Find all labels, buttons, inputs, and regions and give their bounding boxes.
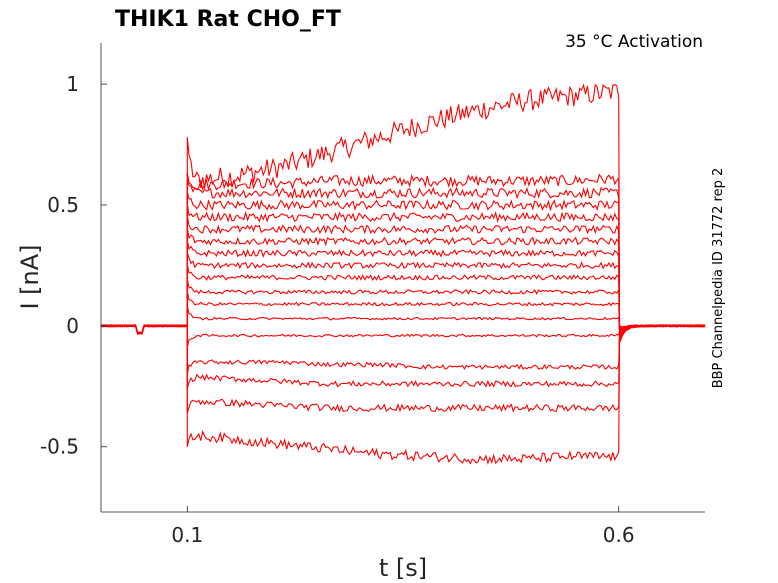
current-trace [100,324,706,389]
y-tick-label: 0 [66,314,79,338]
current-trace [100,179,706,341]
current-trace [100,278,706,335]
tick-group: 1 0.5 0 -0.5 0.1 0.6 [40,72,635,547]
axes-group [100,43,705,513]
x-tick-label: 0.6 [603,523,635,547]
trace-group [100,83,706,465]
current-trace [100,305,706,335]
x-axis-label: t [s] [379,554,427,582]
y-tick-label: -0.5 [40,435,79,459]
chart-title: THIK1 Rat CHO_FT [115,7,341,32]
x-tick-label: 0.1 [171,523,203,547]
current-trace [100,324,706,414]
current-trace [100,264,706,337]
current-trace [100,324,706,375]
y-tick-label: 0.5 [47,193,79,217]
y-tick-label: 1 [66,72,79,96]
current-trace [100,252,706,338]
channelpedia-id-note: BBP Channelpedia ID 31772 rep 2 [711,168,726,389]
temperature-annotation: 35 °C Activation [565,32,703,52]
current-trace [100,324,706,465]
y-axis-label: I [nA] [16,244,44,309]
current-trace [100,290,706,335]
current-trace [100,324,706,348]
